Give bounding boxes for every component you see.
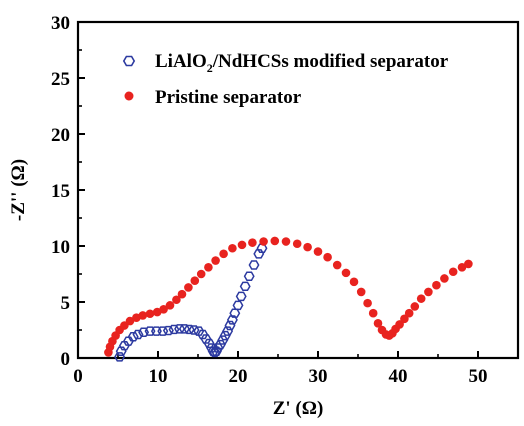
data-point-pristine: [404, 308, 414, 318]
data-point-pristine: [228, 243, 237, 253]
x-tick-label: 30: [309, 366, 328, 387]
data-point-pristine: [303, 242, 312, 252]
y-tick-label: 25: [51, 69, 70, 90]
data-point-pristine: [259, 237, 268, 246]
y-tick-labels: 0 5 10 15 20 25 30: [51, 13, 70, 370]
data-point-lialo2: [115, 346, 127, 357]
data-point-pristine: [368, 308, 378, 318]
x-tick-labels: 0 10 20 30 40 50: [73, 366, 487, 387]
data-point-pristine: [416, 294, 426, 303]
data-point-lialo2: [193, 326, 205, 336]
data-point-lialo2: [197, 329, 209, 340]
data-point-pristine: [341, 268, 351, 278]
x-tick-label: 10: [149, 366, 168, 387]
data-point-pristine: [190, 276, 200, 286]
data-point-lialo2: [248, 260, 260, 270]
legend-marker-circle: [124, 91, 134, 101]
x-tick-label: 50: [469, 366, 488, 387]
data-point-pristine: [448, 267, 458, 277]
data-point-pristine: [363, 298, 372, 308]
data-point-pristine: [248, 238, 257, 247]
y-tick-label: 20: [51, 125, 70, 146]
data-point-lialo2: [239, 281, 251, 292]
data-point-lialo2: [222, 326, 234, 336]
data-point-lialo2: [226, 315, 238, 325]
data-point-pristine: [184, 283, 193, 292]
y-tick-label: 30: [51, 13, 70, 34]
y-tick-label: 15: [51, 181, 70, 202]
data-point-lialo2: [122, 336, 134, 346]
data-point-pristine: [395, 320, 404, 329]
data-point-pristine: [356, 287, 366, 297]
y-tick-label: 5: [61, 293, 71, 314]
data-point-pristine: [145, 309, 155, 319]
data-point-pristine: [432, 280, 441, 290]
data-point-pristine: [332, 260, 342, 270]
axis-ticks: [77, 21, 479, 359]
data-point-pristine: [219, 249, 228, 259]
x-axis-title: Z' (Ω): [273, 398, 324, 419]
data-point-lialo2: [144, 326, 156, 336]
data-point-pristine: [373, 318, 383, 328]
data-point-pristine: [323, 252, 332, 262]
data-point-pristine: [270, 236, 280, 246]
x-tick-label: 0: [73, 366, 83, 387]
x-tick-label: 40: [389, 366, 408, 387]
data-point-lialo2: [217, 335, 229, 345]
data-point-pristine: [237, 240, 247, 250]
data-point-pristine: [292, 239, 302, 249]
data-point-pristine: [177, 289, 187, 299]
data-point-pristine: [281, 237, 291, 246]
data-point-lialo2: [138, 327, 150, 337]
data-point-lialo2: [224, 320, 236, 331]
data-point-lialo2: [206, 343, 218, 353]
data-point-lialo2: [219, 330, 231, 341]
data-point-pristine: [410, 302, 420, 311]
data-point-pristine: [313, 247, 323, 256]
data-point-pristine: [172, 295, 181, 305]
y-tick-label: 10: [51, 237, 70, 258]
series-0: [114, 243, 268, 362]
data-point-pristine: [165, 301, 175, 310]
data-point-lialo2: [209, 347, 221, 358]
data-point-pristine: [424, 287, 433, 297]
data-point-pristine: [349, 277, 359, 287]
data-point-lialo2: [127, 331, 139, 342]
x-tick-label: 20: [229, 366, 248, 387]
data-point-lialo2: [214, 339, 226, 350]
data-point-pristine: [211, 256, 220, 265]
series-layer: [104, 236, 473, 362]
data-point-lialo2: [232, 300, 244, 311]
series-1: [104, 236, 473, 357]
data-point-pristine: [125, 316, 135, 326]
y-axis-title: -Z'' (Ω): [8, 159, 29, 221]
data-point-lialo2: [243, 271, 255, 281]
data-point-pristine: [138, 311, 148, 320]
data-point-pristine: [204, 262, 213, 272]
data-point-pristine: [464, 259, 473, 269]
data-point-pristine: [196, 269, 206, 279]
y-tick-label: 0: [61, 349, 71, 370]
data-point-lialo2: [150, 326, 162, 336]
legend-label-pristine: Pristine separator: [155, 87, 302, 108]
data-point-lialo2: [253, 249, 265, 259]
data-point-pristine: [457, 262, 467, 272]
data-point-lialo2: [200, 334, 212, 344]
data-point-lialo2: [114, 352, 126, 362]
data-point-lialo2: [235, 291, 247, 302]
legend-label-lialo2: LiAlO2/NdHCSs modified separator: [155, 51, 449, 75]
data-point-pristine: [440, 274, 449, 283]
data-point-pristine: [400, 314, 409, 324]
data-point-lialo2: [118, 340, 130, 351]
plot-frame: [76, 20, 520, 360]
legend-marker-hexagon: [122, 55, 136, 67]
data-point-pristine: [159, 304, 168, 314]
legend: LiAlO2/NdHCSs modified separator Pristin…: [122, 51, 449, 108]
data-point-lialo2: [210, 346, 222, 357]
